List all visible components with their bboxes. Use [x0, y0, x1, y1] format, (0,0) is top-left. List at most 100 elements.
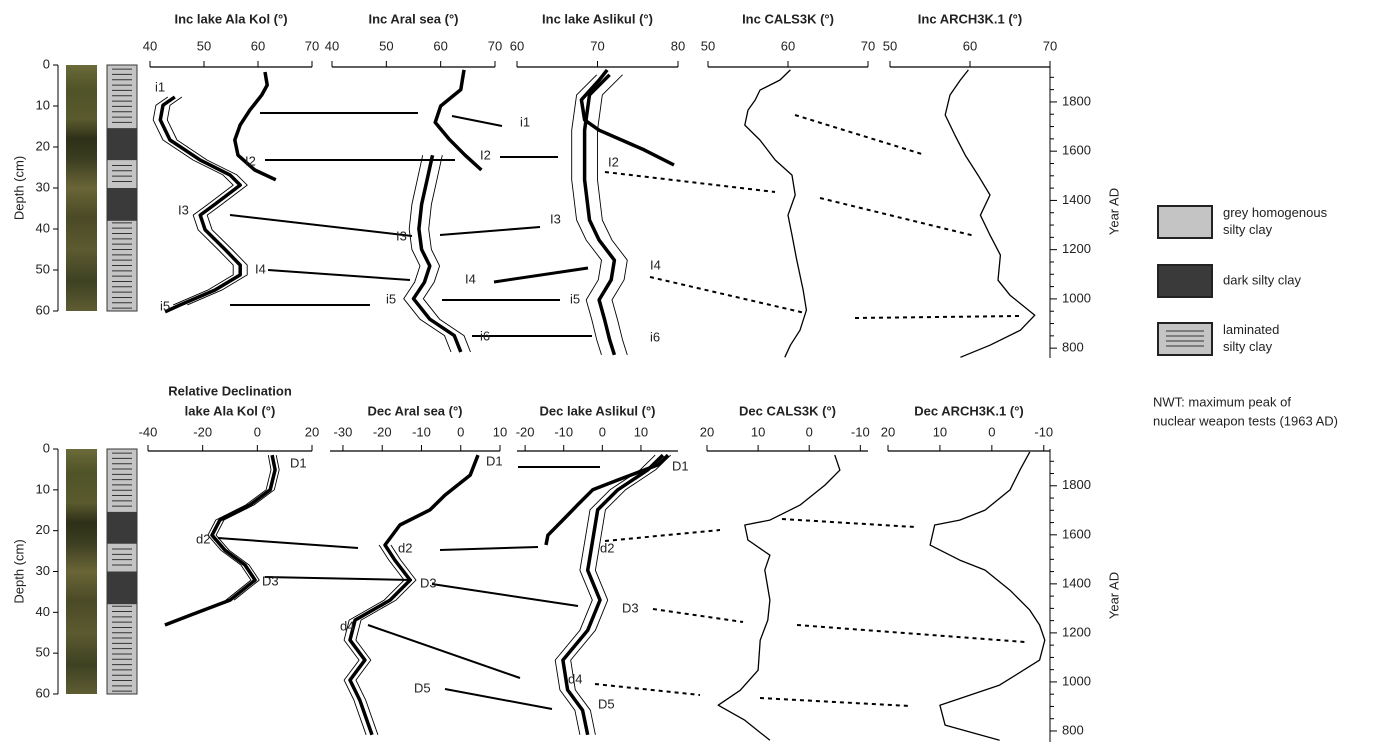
- profile-line: [343, 544, 405, 735]
- depth-axis-label: Depth (cm): [11, 539, 26, 603]
- year-tick-label: 1800: [1062, 93, 1091, 108]
- annotation: i6: [650, 329, 660, 344]
- dark-band: [107, 188, 137, 221]
- x-tick-label: 50: [197, 38, 211, 53]
- x-tick-label: 50: [379, 38, 393, 53]
- x-tick-label: 40: [325, 38, 339, 53]
- profile-line: [929, 451, 1046, 741]
- panel-title: Relative Declination: [168, 383, 292, 398]
- annotation: I2: [245, 153, 256, 168]
- profile-line: [944, 69, 1036, 358]
- profile-line: [582, 73, 617, 356]
- annotation: I2: [608, 154, 619, 169]
- x-tick-label: -40: [139, 424, 158, 439]
- profile-line: [571, 74, 602, 356]
- profile-line: [597, 74, 628, 356]
- panel-title: lake Ala Kol (°): [185, 403, 276, 418]
- x-tick-label: 0: [599, 424, 606, 439]
- x-tick-label: 20: [881, 424, 895, 439]
- annotation: I4: [465, 271, 476, 286]
- legend-label: silty clay: [1223, 222, 1273, 237]
- x-tick-label: -20: [193, 424, 212, 439]
- annotation: D1: [672, 458, 689, 473]
- depth-axis-label: Depth (cm): [11, 156, 26, 220]
- year-tick-label: 800: [1062, 722, 1084, 737]
- panel-title: Dec CALS3K (°): [739, 403, 836, 418]
- note: nuclear weapon tests (1963 AD): [1153, 413, 1338, 428]
- profile-line: [570, 454, 672, 735]
- annotation: i1: [520, 114, 530, 129]
- profile-line: [422, 155, 471, 353]
- profile-line: [717, 454, 841, 741]
- year-axis-label: Year AD: [1106, 188, 1121, 235]
- depth-tick-label: 20: [36, 522, 50, 537]
- profile-line: [561, 453, 665, 736]
- annotation: i1: [155, 79, 165, 94]
- x-tick-label: 50: [701, 38, 715, 53]
- x-tick-label: -20: [516, 424, 535, 439]
- legend-swatch: [1157, 264, 1213, 298]
- annotation: I3: [396, 228, 407, 243]
- x-tick-label: 0: [457, 424, 464, 439]
- x-tick-label: 60: [781, 38, 795, 53]
- dark-band: [107, 128, 137, 161]
- x-tick-label: 60: [510, 38, 524, 53]
- x-tick-label: 60: [433, 38, 447, 53]
- x-tick-label: 10: [751, 424, 765, 439]
- x-tick-label: -30: [334, 424, 353, 439]
- year-tick-label: 1600: [1062, 143, 1091, 158]
- profile-line: [348, 454, 480, 736]
- annotation: i5: [160, 298, 170, 313]
- annotation: I4: [650, 257, 661, 272]
- x-tick-label: 70: [488, 38, 502, 53]
- depth-tick-label: 50: [36, 261, 50, 276]
- x-tick-label: -20: [373, 424, 392, 439]
- x-tick-label: 20: [305, 424, 319, 439]
- year-tick-label: 1200: [1062, 241, 1091, 256]
- x-tick-label: 0: [988, 424, 995, 439]
- panel-title: Inc Aral sea (°): [369, 11, 459, 26]
- x-tick-label: 10: [634, 424, 648, 439]
- x-tick-label: 40: [143, 38, 157, 53]
- panel-title: Dec ARCH3K.1 (°): [914, 403, 1023, 418]
- profile-line: [433, 69, 483, 172]
- x-tick-label: 60: [963, 38, 977, 53]
- profile-line: [158, 95, 242, 314]
- profile-line: [233, 71, 277, 182]
- year-tick-label: 1800: [1062, 477, 1091, 492]
- x-tick-label: 10: [493, 424, 507, 439]
- x-tick-label: 0: [254, 424, 261, 439]
- panel-title: Inc ARCH3K.1 (°): [918, 11, 1022, 26]
- annotation: D1: [486, 453, 503, 468]
- legend-label: dark silty clay: [1223, 272, 1302, 287]
- panel-title: Inc lake Aslikul (°): [542, 11, 653, 26]
- annotation: i6: [480, 328, 490, 343]
- depth-tick-label: 0: [43, 440, 50, 455]
- profile-line: [152, 96, 234, 306]
- depth-tick-label: 10: [36, 481, 50, 496]
- depth-tick-label: 30: [36, 179, 50, 194]
- legend-swatch: [1157, 205, 1213, 239]
- x-tick-label: 0: [806, 424, 813, 439]
- depth-tick-label: 60: [36, 302, 50, 317]
- x-tick-label: 70: [1043, 38, 1057, 53]
- annotation: D3: [622, 600, 639, 615]
- annotation: d2: [398, 540, 412, 555]
- panel-title: Dec Aral sea (°): [367, 403, 462, 418]
- legend-label: laminated: [1223, 322, 1279, 337]
- profile-line: [166, 96, 248, 306]
- x-tick-label: 80: [671, 38, 685, 53]
- profile-line: [355, 544, 417, 735]
- year-tick-label: 1000: [1062, 290, 1091, 305]
- depth-tick-label: 60: [36, 685, 50, 700]
- annotation: I2: [480, 147, 491, 162]
- profile-line: [554, 454, 656, 735]
- annotation: d2: [600, 540, 614, 555]
- year-tick-label: 800: [1062, 340, 1084, 355]
- annotation: I3: [550, 211, 561, 226]
- annotation: D3: [262, 573, 279, 588]
- profile-line: [744, 69, 808, 358]
- x-tick-label: 70: [590, 38, 604, 53]
- core-columns: [66, 64, 138, 695]
